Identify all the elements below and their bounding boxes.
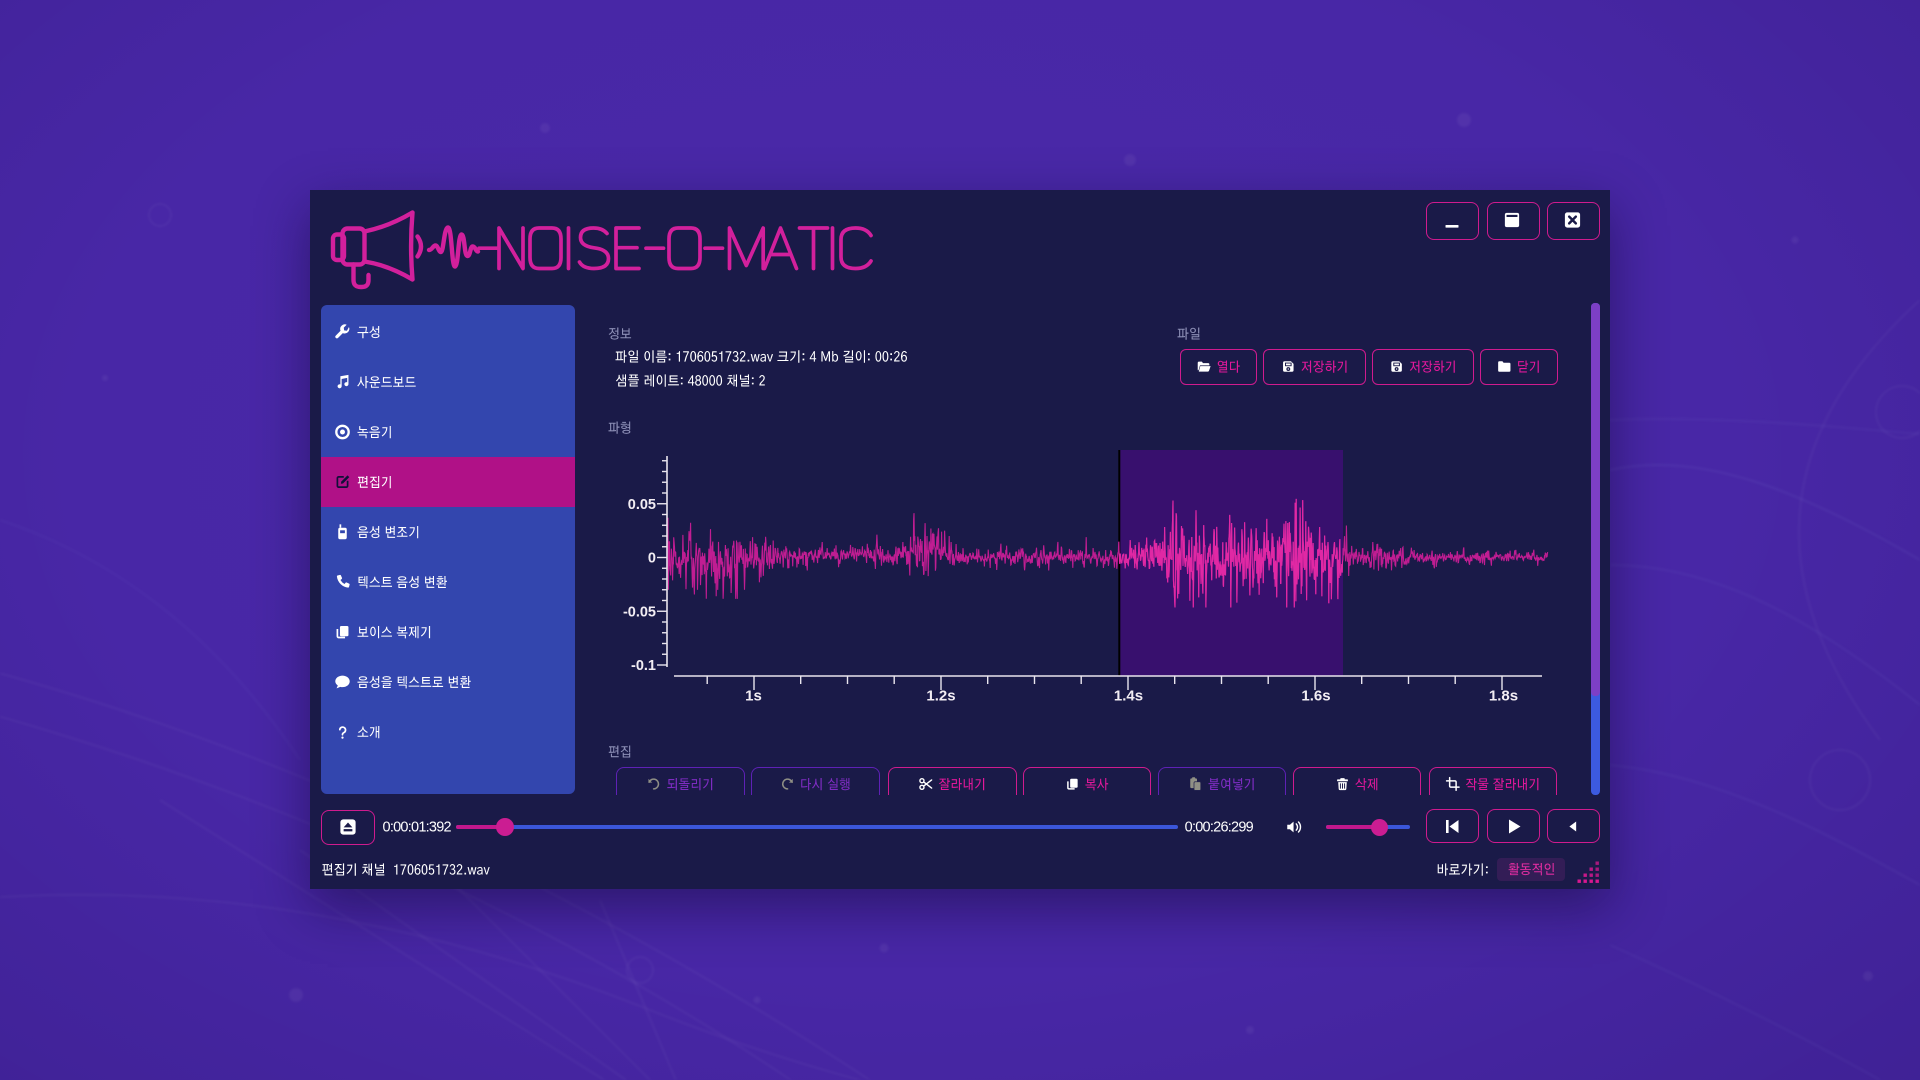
svg-text:-0.05: -0.05 bbox=[623, 604, 656, 620]
svg-text:0: 0 bbox=[648, 551, 656, 567]
svg-text:1.6s: 1.6s bbox=[1301, 688, 1330, 705]
svg-text:0.05: 0.05 bbox=[628, 497, 656, 513]
svg-text:1s: 1s bbox=[745, 688, 762, 705]
svg-text:-0.1: -0.1 bbox=[631, 658, 656, 674]
svg-text:1.2s: 1.2s bbox=[926, 688, 955, 705]
svg-text:1.4s: 1.4s bbox=[1114, 688, 1143, 705]
svg-text:1.8s: 1.8s bbox=[1489, 688, 1518, 705]
svg-text:0:00:26:299: 0:00:26:299 bbox=[1185, 820, 1254, 836]
svg-text:0:00:01:392: 0:00:01:392 bbox=[383, 820, 452, 836]
